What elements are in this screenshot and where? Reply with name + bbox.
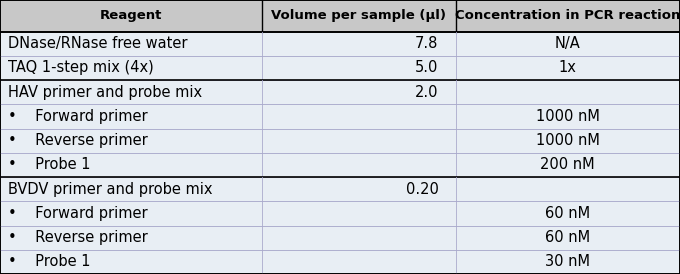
Bar (262, 153, 456, 177)
Bar (0, 177, 262, 201)
Bar (0, 129, 262, 153)
Text: HAV primer and probe mix: HAV primer and probe mix (8, 85, 202, 100)
Text: 1000 nM: 1000 nM (536, 133, 600, 148)
Text: 5.0: 5.0 (415, 60, 439, 75)
Bar (0, 104, 262, 129)
Bar (456, 153, 680, 177)
Text: Volume per sample (µl): Volume per sample (µl) (271, 9, 446, 22)
Text: 1000 nM: 1000 nM (536, 109, 600, 124)
Text: 1x: 1x (559, 60, 577, 75)
Text: 200 nM: 200 nM (541, 157, 595, 172)
Text: •    Reverse primer: • Reverse primer (8, 230, 148, 245)
Bar (0, 226, 262, 250)
Text: 7.8: 7.8 (415, 36, 439, 51)
Bar (456, 201, 680, 226)
Bar (262, 32, 456, 56)
Bar (262, 250, 456, 274)
Bar (0, 56, 262, 80)
Bar (456, 104, 680, 129)
Text: TAQ 1-step mix (4x): TAQ 1-step mix (4x) (8, 60, 154, 75)
Bar (262, 104, 456, 129)
Bar (262, 201, 456, 226)
Text: •    Probe 1: • Probe 1 (8, 254, 90, 269)
Text: N/A: N/A (555, 36, 581, 51)
Bar (0, 201, 262, 226)
Bar (456, 32, 680, 56)
Bar (456, 226, 680, 250)
Bar (262, 80, 456, 104)
Bar (262, 56, 456, 80)
Text: 2.0: 2.0 (415, 85, 439, 100)
Text: 60 nM: 60 nM (545, 230, 590, 245)
Bar (0, 153, 262, 177)
Text: BVDV primer and probe mix: BVDV primer and probe mix (8, 182, 213, 197)
Text: •    Forward primer: • Forward primer (8, 206, 148, 221)
Text: •    Reverse primer: • Reverse primer (8, 133, 148, 148)
Bar (262, 129, 456, 153)
Text: •    Probe 1: • Probe 1 (8, 157, 90, 172)
Bar (456, 56, 680, 80)
Bar (262, 226, 456, 250)
Text: DNase/RNase free water: DNase/RNase free water (8, 36, 188, 51)
Bar (456, 250, 680, 274)
Text: 0.20: 0.20 (406, 182, 439, 197)
Text: 60 nM: 60 nM (545, 206, 590, 221)
Bar (0, 250, 262, 274)
Text: Concentration in PCR reaction: Concentration in PCR reaction (455, 9, 680, 22)
Text: 30 nM: 30 nM (545, 254, 590, 269)
Bar (0, 80, 262, 104)
Bar (262, 177, 456, 201)
Text: Reagent: Reagent (100, 9, 162, 22)
Text: •    Forward primer: • Forward primer (8, 109, 148, 124)
Bar (456, 177, 680, 201)
Bar (456, 129, 680, 153)
Bar (456, 80, 680, 104)
Bar (0, 32, 262, 56)
